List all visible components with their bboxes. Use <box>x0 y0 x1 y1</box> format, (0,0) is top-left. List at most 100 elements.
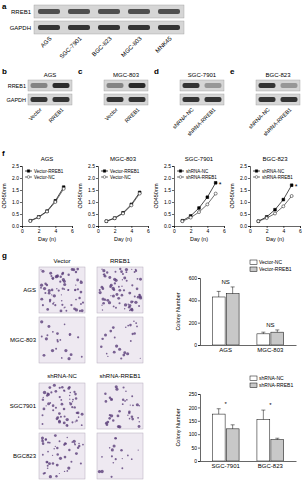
colony <box>66 437 67 438</box>
tick: 2.0 <box>12 175 22 181</box>
marker <box>113 217 116 220</box>
colony <box>56 416 59 419</box>
colony <box>113 288 116 291</box>
legend-label: Vector-RREB1 <box>259 266 292 272</box>
marker <box>257 220 260 223</box>
marker <box>189 216 192 219</box>
colony <box>55 407 57 409</box>
legend-label: shRNA-NC <box>186 169 209 174</box>
colony <box>121 467 123 469</box>
tick: 1.0 <box>164 199 174 205</box>
panel-label: b <box>2 67 7 76</box>
series-line <box>30 187 63 221</box>
bar <box>226 294 239 345</box>
colony-plate <box>97 383 143 429</box>
legend-line <box>101 177 108 178</box>
blot-background <box>180 94 224 105</box>
error-bar <box>261 410 265 419</box>
colony <box>68 289 70 291</box>
tick-label: 200 <box>189 405 198 411</box>
blot-band <box>68 25 90 30</box>
colony <box>51 349 54 352</box>
tick: 250 <box>189 391 200 397</box>
colony-plate <box>97 267 143 313</box>
colony <box>77 412 80 415</box>
colony <box>66 418 69 421</box>
colony-plate <box>39 383 85 429</box>
colony <box>108 276 111 279</box>
blot-band <box>281 83 298 88</box>
line-chart: MGC-80302460.00.51.01.52.02.5Day (n)OD45… <box>77 156 150 242</box>
plot-area <box>257 184 293 223</box>
bar-chart: 0200400600AGSMGC-803Colony NumberNSNSVec… <box>175 259 297 353</box>
marker <box>181 219 184 222</box>
colony <box>77 447 79 449</box>
colony-plate <box>39 433 85 479</box>
series-line <box>106 192 139 221</box>
colony <box>61 403 64 406</box>
legend-label: shRNA-NC <box>262 169 285 174</box>
legend-marker <box>103 176 106 179</box>
colony <box>47 402 50 405</box>
legend-marker <box>27 176 30 179</box>
colony <box>125 390 127 392</box>
axis-line <box>172 167 175 227</box>
colony <box>100 346 103 349</box>
colony <box>136 288 139 291</box>
tick-mark <box>96 166 98 167</box>
colony <box>130 308 133 311</box>
tick-label: 6 <box>223 228 226 234</box>
colony <box>131 458 133 460</box>
column-label: Vector <box>53 258 70 264</box>
colony <box>52 278 54 280</box>
colony <box>61 357 63 359</box>
colony <box>104 393 106 395</box>
colony <box>78 443 80 445</box>
panel-label: e <box>230 67 235 76</box>
colony <box>104 275 107 278</box>
axis: AGSMGC-803 <box>201 345 297 353</box>
colony <box>63 389 65 391</box>
colony <box>101 304 102 305</box>
tick: BGC-823 <box>258 461 284 469</box>
tick-mark <box>198 421 200 422</box>
colony <box>62 272 65 275</box>
colony <box>113 278 116 281</box>
colony <box>105 400 108 403</box>
blot-background <box>104 94 148 105</box>
tick-label: 6 <box>147 228 150 234</box>
tick: 0 <box>21 226 24 234</box>
tick-label: BGC-823 <box>258 463 284 469</box>
colony <box>134 301 137 304</box>
colony <box>45 439 47 441</box>
tick-mark <box>248 202 250 203</box>
blot-band <box>205 83 222 88</box>
tick-label: 100 <box>189 431 198 437</box>
tick-label: 2.0 <box>88 175 95 181</box>
colony <box>42 270 45 273</box>
colony <box>42 304 44 306</box>
marker <box>274 208 277 211</box>
tick-mark <box>96 178 98 179</box>
axis-line <box>99 227 149 229</box>
error-line <box>263 410 264 419</box>
error-line <box>263 332 264 334</box>
lane-label: shRNA-RREB1 <box>186 106 217 137</box>
marker <box>181 220 184 223</box>
legend-line <box>253 171 260 172</box>
colony <box>53 448 54 449</box>
colony <box>51 289 54 292</box>
colony <box>120 270 123 273</box>
colony <box>136 403 139 406</box>
colony <box>117 415 120 418</box>
tick: 2.5 <box>12 163 22 169</box>
error-line <box>232 287 233 294</box>
colony <box>53 384 56 387</box>
column-label: shRNA-NC <box>47 373 77 379</box>
blot-band <box>53 97 70 102</box>
colony <box>106 421 109 424</box>
colony <box>74 443 75 444</box>
marker <box>274 212 277 215</box>
colony <box>72 401 73 402</box>
annotation: * <box>225 401 228 407</box>
